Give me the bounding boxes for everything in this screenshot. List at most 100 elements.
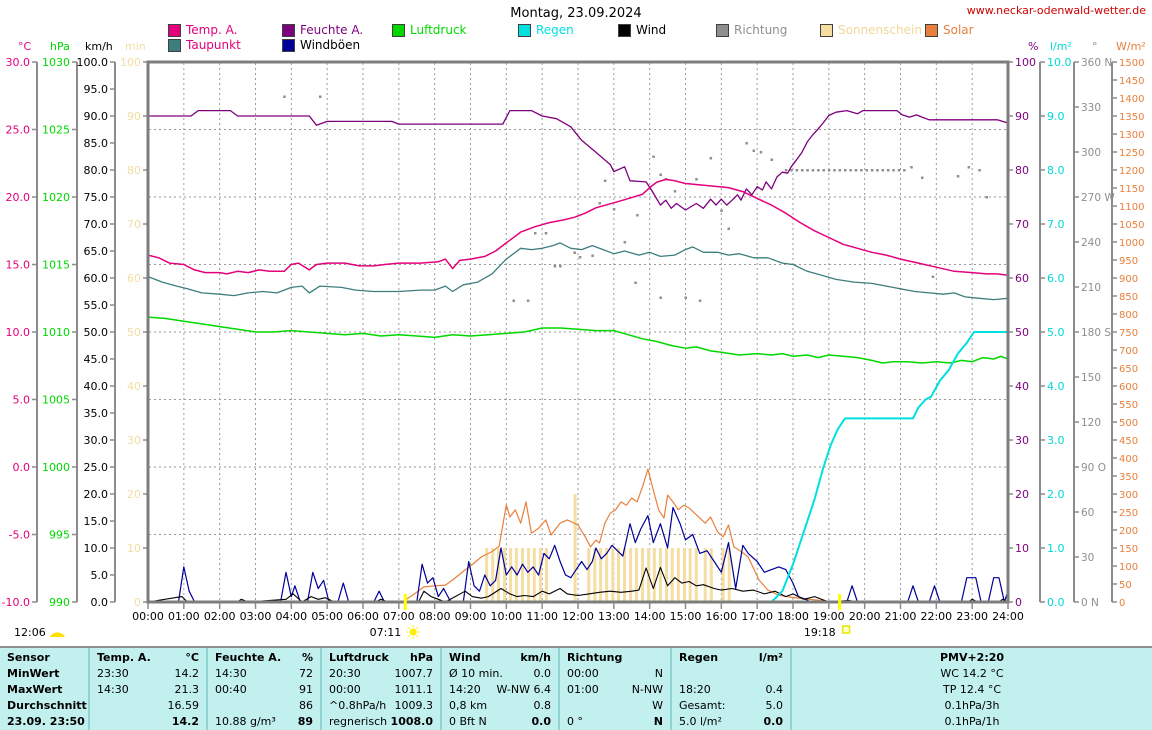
legend-item-wind: Wind — [618, 23, 666, 37]
svg-text:5.0: 5.0 — [1047, 326, 1065, 339]
axis-unit-celsius: °C — [18, 40, 32, 53]
svg-text:40: 40 — [1015, 380, 1029, 393]
svg-text:0: 0 — [1015, 596, 1022, 609]
series-temp — [147, 178, 1009, 277]
table-rowlabel-4: 23.09. 23:50 — [7, 715, 85, 728]
table-rowlabel-2: MaxWert — [7, 683, 63, 696]
svg-text:70: 70 — [127, 218, 141, 231]
svg-text:4.0: 4.0 — [1047, 380, 1065, 393]
svg-text:14:00: 14:00 — [634, 610, 666, 623]
svg-text:8.0: 8.0 — [1047, 164, 1065, 177]
svg-text:1450: 1450 — [1119, 76, 1144, 87]
svg-text:1100: 1100 — [1119, 202, 1144, 213]
svg-text:1.0: 1.0 — [1047, 542, 1065, 555]
table-colunit-luftdruck: hPa — [409, 651, 433, 664]
svg-text:20:00: 20:00 — [849, 610, 881, 623]
svg-text:600: 600 — [1119, 382, 1138, 393]
axis-lm2: 10.0 9.0 8.0 7.0 6.0 5.0 4.0 3.0 2.0 1.0 0.0 — [1039, 56, 1072, 609]
svg-text:70.0: 70.0 — [84, 218, 109, 231]
table-cell-richtung-r3-c0: 0 ° — [567, 715, 583, 728]
legend-swatch-temp — [168, 23, 181, 37]
table-cell-richtung-r0-c1: N — [654, 667, 663, 680]
legend-item-sonnenschein: Sonnenschein — [820, 23, 922, 37]
svg-text:30.0: 30.0 — [84, 434, 109, 447]
table-cell-feuchte-r2-c1: 86 — [299, 699, 313, 712]
svg-text:15.0: 15.0 — [6, 259, 31, 272]
svg-text:750: 750 — [1119, 328, 1138, 339]
table-cell-wind-r1-c1: W-NW 6.4 — [496, 683, 552, 696]
table-cell-feuchte-r0-c1: 72 — [299, 667, 313, 680]
svg-text:-10.0: -10.0 — [2, 596, 30, 609]
svg-text:02:00: 02:00 — [204, 610, 236, 623]
legend-swatch-solar — [925, 23, 938, 37]
table-cell-pmv-r2-c0: 0.1hPa/3h — [944, 699, 1000, 712]
table-cell-pmv-r0-c0: WC 14.2 °C — [940, 667, 1004, 680]
svg-text:80: 80 — [1015, 164, 1029, 177]
axis-unit-min: min — [125, 40, 146, 53]
svg-text:550: 550 — [1119, 400, 1138, 411]
svg-text:03:00: 03:00 — [240, 610, 272, 623]
chart-legend: Temp. A. Feuchte A. Luftdruck Regen Wind Rich… — [0, 23, 1152, 57]
legend-swatch-windboeen — [282, 38, 295, 52]
svg-text:1500: 1500 — [1119, 58, 1144, 69]
svg-text:350: 350 — [1119, 472, 1138, 483]
svg-text:1250: 1250 — [1119, 148, 1144, 159]
table-colunit-wind: km/h — [520, 651, 551, 664]
svg-text:0: 0 — [1119, 598, 1125, 609]
table-cell-wind-r3-c0: 0 Bft N — [449, 715, 487, 728]
svg-text:7.0: 7.0 — [1047, 218, 1065, 231]
svg-text:20: 20 — [127, 488, 141, 501]
series-luftdruck — [147, 316, 1009, 364]
weather-chart-svg: 30.025.020.015.010.05.00.0-5.0-10.0 1030 1… — [2, 40, 1146, 639]
svg-text:0.0: 0.0 — [91, 596, 109, 609]
svg-text:13:00: 13:00 — [598, 610, 630, 623]
gridlines — [149, 63, 1007, 601]
website-link[interactable]: www.neckar-odenwald-wetter.de — [966, 4, 1146, 17]
sunset-time: 19:18 — [804, 626, 836, 639]
table-cell-temp-r1-c1: 21.3 — [174, 683, 200, 696]
svg-text:20.0: 20.0 — [84, 488, 109, 501]
legend-item-windboeen: Windböen — [282, 38, 360, 52]
svg-text:100: 100 — [120, 56, 141, 69]
svg-text:1200: 1200 — [1119, 166, 1144, 177]
table-cell-wind-r2-c0: 0,8 km — [449, 699, 488, 712]
svg-text:1025: 1025 — [42, 124, 70, 137]
series-solar — [148, 468, 1008, 603]
svg-text:240: 240 — [1081, 237, 1101, 249]
svg-text:24:00: 24:00 — [992, 610, 1024, 623]
svg-text:200: 200 — [1119, 526, 1138, 537]
svg-text:30: 30 — [1081, 552, 1094, 564]
table-cell-regen-r2-c0: Gesamt: — [679, 699, 726, 712]
legend-label-solar: Solar — [943, 23, 974, 37]
svg-text:950: 950 — [1119, 256, 1138, 267]
svg-text:50: 50 — [127, 326, 141, 339]
chart-area: 30.0 25.0 20.0 15.0 10.0 5.0 0.0 -5.0 -10.0 1030 1… — [2, 40, 1146, 639]
sunrise-tick — [403, 594, 407, 610]
svg-text:00:00: 00:00 — [132, 610, 164, 623]
table-colunit-temp: °C — [185, 651, 199, 664]
svg-text:100: 100 — [1015, 56, 1036, 69]
axis-celsius: 30.0 25.0 20.0 15.0 10.0 5.0 0.0 -5.0 -10.0 — [2, 56, 38, 609]
svg-text:995: 995 — [49, 529, 70, 542]
table-cell-richtung-r0-c0: 00:00 — [567, 667, 599, 680]
svg-text:6.0: 6.0 — [1047, 272, 1065, 285]
axis-unit-kmh: km/h — [85, 40, 113, 53]
table-cell-temp-r2-c1: 16.59 — [167, 699, 200, 712]
series-sonnenschein — [485, 494, 731, 602]
svg-text:90 O: 90 O — [1081, 462, 1106, 474]
svg-text:22:00: 22:00 — [920, 610, 952, 623]
svg-text:30: 30 — [127, 434, 141, 447]
legend-swatch-feuchte — [282, 23, 295, 37]
series-richtung — [283, 95, 988, 302]
table-cell-richtung-r3-c1: N — [653, 715, 663, 728]
table-cell-temp-r0-c1: 14.2 — [174, 667, 200, 680]
svg-text:1005: 1005 — [42, 394, 70, 407]
svg-text:9.0: 9.0 — [1047, 110, 1065, 123]
x-axis: 00:00 01:00 02:00 03:00 04:00 05:00 06:00 07:00… — [132, 603, 1024, 623]
legend-label-luftdruck: Luftdruck — [410, 23, 467, 37]
series-taupunkt — [147, 242, 1009, 301]
svg-text:1030: 1030 — [42, 56, 70, 69]
svg-text:25.0: 25.0 — [6, 124, 31, 137]
table-cell-feuchte-r1-c0: 00:40 — [215, 683, 247, 696]
